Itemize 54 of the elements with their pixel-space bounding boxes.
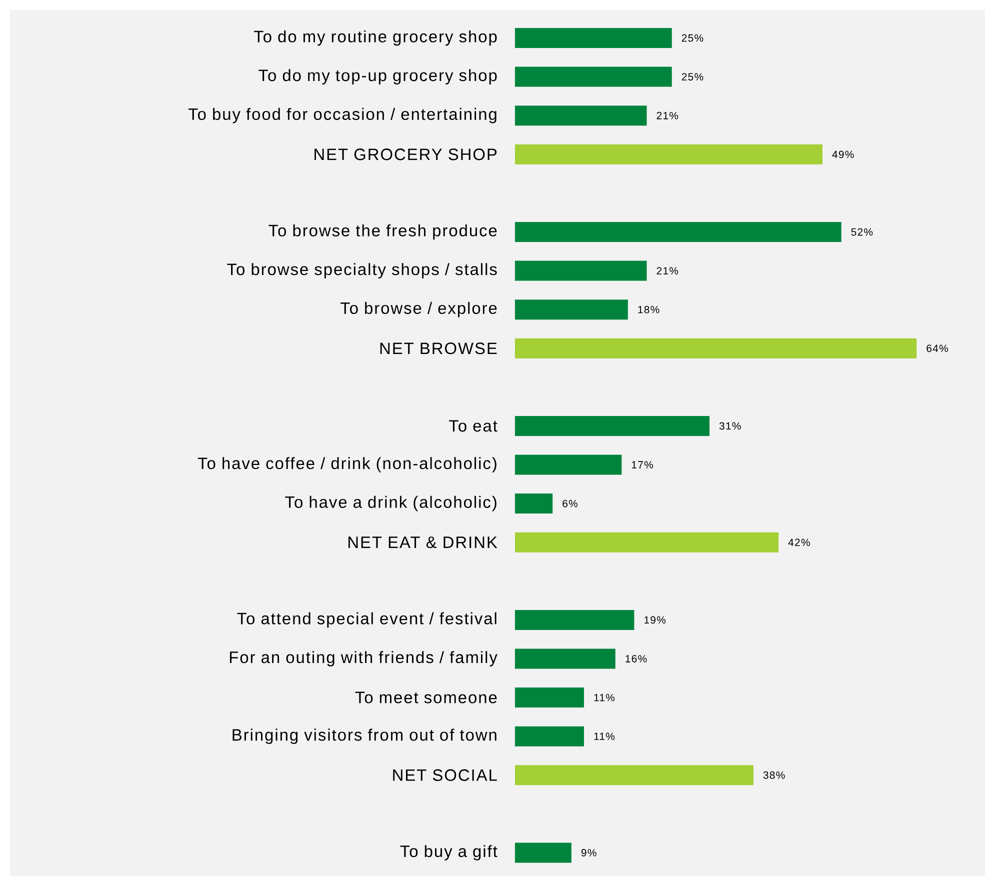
bar [514, 66, 672, 87]
bar [514, 532, 779, 552]
data-label: 9% [581, 849, 596, 856]
y-tick-label: To browse / explore [340, 302, 497, 318]
y-tick-label: To eat [449, 420, 498, 432]
data-label: 19% [644, 616, 666, 624]
bar [514, 610, 634, 630]
data-label: 31% [719, 422, 741, 430]
data-label: 17% [632, 461, 653, 468]
y-tick-label: To do my routine grocery shop [254, 30, 497, 46]
data-label: 49% [832, 150, 854, 158]
bar [514, 144, 822, 164]
data-label: 18% [638, 306, 660, 314]
y-tick-label: For an outing with friends / family [230, 651, 498, 666]
data-label: 52% [851, 228, 873, 236]
data-label: 38% [763, 771, 785, 779]
bar [514, 222, 842, 242]
bar [514, 454, 622, 475]
bar [514, 106, 647, 126]
y-tick-label: To have coffee / drink (non-alcoholic) [198, 457, 496, 472]
y-tick-label: NET SOCIAL [393, 769, 497, 781]
data-label: 16% [626, 655, 647, 662]
data-label: 21% [656, 267, 678, 275]
data-label: 21% [656, 112, 678, 120]
bar [514, 28, 672, 48]
data-label: 11% [594, 694, 615, 702]
bar [514, 260, 647, 281]
y-tick-label: To buy a gift [400, 845, 498, 860]
bar [514, 300, 628, 320]
y-tick-label: NET EAT & DRINK [348, 536, 498, 548]
y-tick-label: To buy food for occasion / entertaining [188, 108, 496, 124]
y-tick-label: NET GROCERY SHOP [314, 148, 497, 160]
data-label: 25% [682, 73, 704, 81]
bar [514, 842, 572, 863]
data-label: 11% [594, 732, 615, 740]
data-label: 6% [562, 500, 578, 508]
y-tick-label: To meet someone [355, 692, 497, 704]
bar [514, 416, 710, 436]
bar [514, 726, 584, 746]
data-label: 64% [926, 344, 948, 352]
bar [514, 338, 917, 358]
data-label: 42% [788, 538, 810, 546]
y-tick-label: To have a drink (alcoholic) [285, 496, 496, 512]
bar [514, 494, 553, 514]
y-tick-label: To do my top-up grocery shop [258, 69, 497, 84]
bar [514, 688, 584, 708]
y-tick-label: To browse the fresh produce [268, 224, 497, 240]
data-label: 25% [682, 34, 704, 42]
y-tick-label: NET BROWSE [380, 342, 497, 354]
y-tick-label: To browse specialty shops / stalls [227, 263, 497, 278]
y-tick-label: To attend special event / festival [237, 612, 496, 628]
bar [514, 648, 616, 669]
bar [514, 765, 754, 786]
y-tick-label: Bringing visitors from out of town [232, 728, 496, 744]
